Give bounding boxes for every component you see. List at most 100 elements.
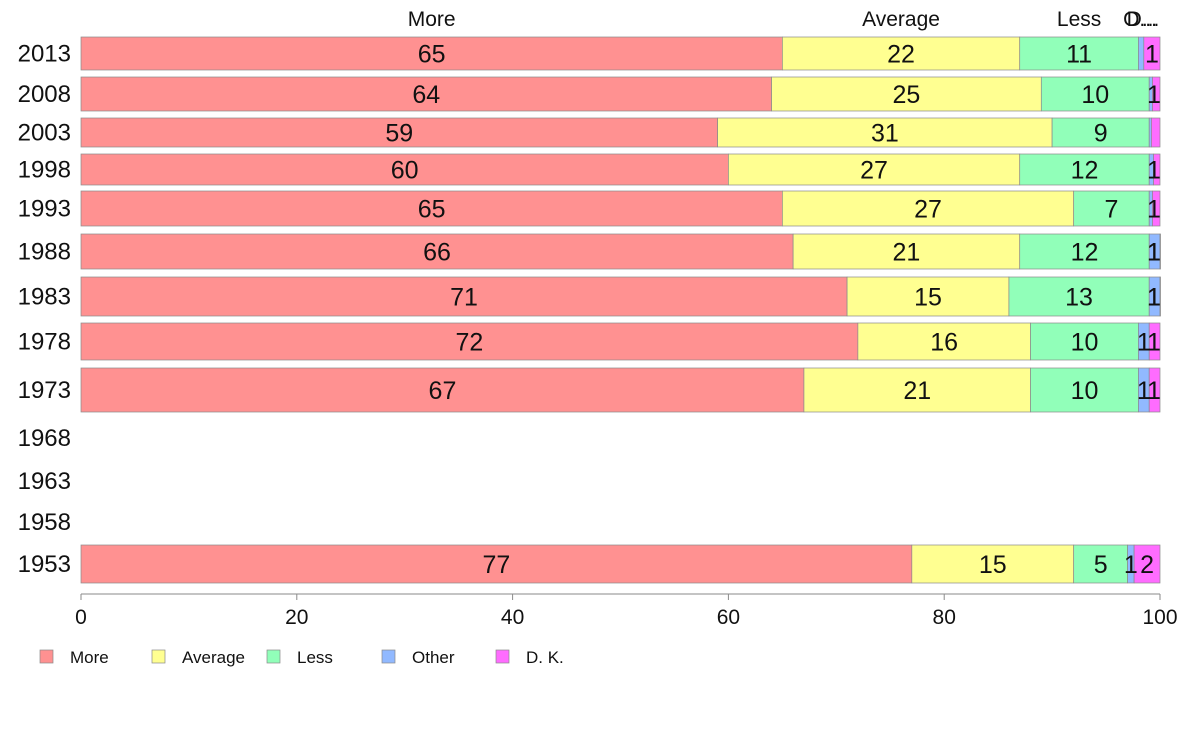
bar-1998-average: [728, 153, 1021, 186]
data-label-1988-less: 12: [1071, 239, 1099, 267]
data-label-2013-dk: 1: [1145, 41, 1159, 69]
data-label-2013-average: 22: [887, 41, 915, 69]
top-label-2: Less: [1057, 8, 1101, 31]
data-label-1983-other: 1: [1147, 284, 1161, 312]
bar-2003-dk: [1151, 117, 1161, 148]
data-label-1993-average: 27: [914, 196, 942, 224]
data-label-1998-average: 27: [860, 157, 888, 185]
data-label-1998-dk: 1: [1147, 157, 1161, 185]
bar-2003-average: [717, 117, 1053, 148]
x-tick-label-20: 20: [285, 606, 308, 629]
y-tick-label-2013: 2013: [18, 41, 71, 68]
bar-1978-dk: [1148, 322, 1161, 361]
bar-1988-more: [80, 233, 794, 270]
bar-2008-dk: [1152, 76, 1161, 112]
bar-1973-dk: [1148, 367, 1161, 413]
data-label-1973-dk: 1: [1147, 377, 1161, 405]
data-label-2003-less: 9: [1094, 120, 1108, 148]
data-label-1993-more: 65: [418, 196, 446, 224]
data-label-2008-dk: 1: [1147, 81, 1161, 109]
data-label-1978-other: 1: [1137, 329, 1151, 357]
legend-swatch-3: [381, 649, 396, 664]
data-label-1998-less: 12: [1071, 157, 1099, 185]
top-label-3: O...: [1123, 8, 1157, 31]
y-tick-label-2008: 2008: [18, 81, 71, 108]
y-tick-label-1993: 1993: [18, 196, 71, 223]
bar-1993-dk: [1152, 190, 1161, 227]
y-tick-label-1988: 1988: [18, 239, 71, 266]
y-axis-labels: 2013 2008 2003 1998 1993 1988 1983 1978 1973 1968…: [18, 41, 71, 579]
bar-1953-dk: [1133, 544, 1161, 584]
y-tick-label-1998: 1998: [18, 157, 71, 184]
data-label-1953-less: 5: [1094, 551, 1108, 579]
data-label-1983-dk: 1: [1147, 284, 1161, 312]
data-label-1978-average: 16: [930, 329, 958, 357]
bar-1998-less: [1019, 153, 1150, 186]
data-label-2013-less: 11: [1066, 41, 1092, 69]
legend: More Average Less Other D. K.: [39, 648, 564, 667]
bar-2008-average: [771, 76, 1042, 112]
legend-label-4: D. K.: [526, 648, 564, 667]
data-label-1988-average: 21: [893, 239, 921, 267]
data-label-1978-less: 10: [1071, 329, 1099, 357]
bar-1978-average: [857, 322, 1031, 361]
bar-1983-less: [1008, 276, 1150, 317]
data-label-1988-dk: 1: [1147, 239, 1161, 267]
bar-1983-average: [846, 276, 1010, 317]
x-tick-label-80: 80: [933, 606, 956, 629]
x-tick-label-60: 60: [717, 606, 740, 629]
data-label-2003-more: 59: [385, 120, 413, 148]
bar-2013-more: [80, 36, 783, 71]
legend-label-1: Average: [182, 648, 245, 667]
bar-1978-less: [1030, 322, 1139, 361]
bars-layer: [80, 36, 1161, 584]
top-label-4: D...: [1127, 8, 1160, 31]
y-tick-label-1978: 1978: [18, 329, 71, 356]
legend-label-3: Other: [412, 648, 455, 667]
bar-2008-less: [1040, 76, 1150, 112]
segment-labels-layer: 65 22 11 164 25 10 159 31 960 27 12 165 27 7 166 21 12 11…: [385, 41, 1161, 580]
bar-2013-dk: [1143, 36, 1161, 71]
top-label-0: More: [408, 8, 456, 31]
y-tick-label-1953: 1953: [18, 551, 71, 578]
legend-label-2: Less: [297, 648, 333, 667]
bar-2013-other: [1138, 36, 1145, 71]
y-tick-label-1963: 1963: [18, 468, 71, 495]
data-label-1978-dk: 1: [1147, 329, 1161, 357]
data-label-1993-dk: 1: [1147, 196, 1161, 224]
legend-label-0: More: [70, 648, 109, 667]
legend-swatch-1: [151, 649, 166, 664]
bar-1973-average: [803, 367, 1031, 413]
legend-swatch-0: [39, 649, 54, 664]
data-label-1953-average: 15: [979, 551, 1007, 579]
data-label-1953-other: 1: [1124, 551, 1138, 579]
bar-1998-dk: [1153, 153, 1161, 186]
bar-2013-less: [1019, 36, 1139, 71]
data-label-1988-other: 1: [1147, 239, 1161, 267]
bar-1983-more: [80, 276, 848, 317]
data-label-2008-less: 10: [1081, 81, 1109, 109]
y-tick-label-2003: 2003: [18, 120, 71, 147]
x-tick-label-0: 0: [75, 606, 87, 629]
y-tick-label-1973: 1973: [18, 377, 71, 404]
data-label-2003-average: 31: [871, 120, 899, 148]
data-label-1973-average: 21: [903, 377, 931, 405]
data-label-1973-less: 10: [1071, 377, 1099, 405]
data-label-2008-more: 64: [412, 81, 440, 109]
legend-swatch-2: [266, 649, 281, 664]
bar-1973-more: [80, 367, 805, 413]
bar-2013-average: [781, 36, 1021, 71]
bar-1983-dk: [1159, 276, 1161, 317]
data-label-2013-more: 65: [418, 41, 446, 69]
bar-1993-average: [781, 190, 1075, 227]
data-label-1953-more: 77: [483, 551, 511, 579]
top-label-1: Average: [862, 8, 940, 31]
data-label-2008-average: 25: [893, 81, 921, 109]
bar-2008-more: [80, 76, 772, 112]
bar-1953-average: [911, 544, 1075, 584]
bar-1993-more: [80, 190, 783, 227]
data-label-1988-more: 66: [423, 239, 451, 267]
bar-1978-more: [80, 322, 859, 361]
